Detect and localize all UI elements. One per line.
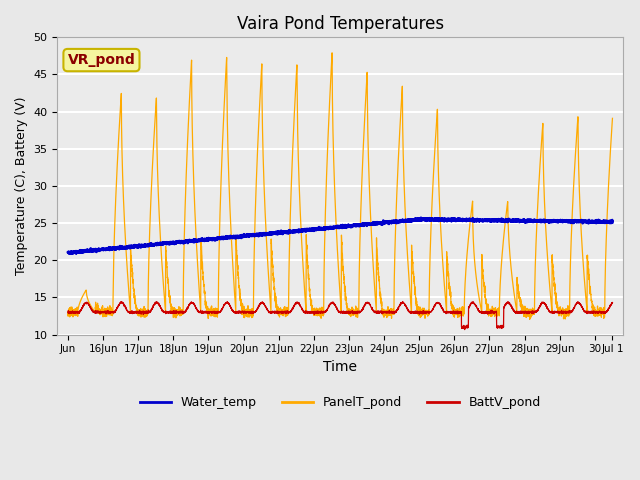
Legend: Water_temp, PanelT_pond, BattV_pond: Water_temp, PanelT_pond, BattV_pond xyxy=(134,391,546,414)
Title: Vaira Pond Temperatures: Vaira Pond Temperatures xyxy=(237,15,444,33)
Text: VR_pond: VR_pond xyxy=(68,53,135,67)
Y-axis label: Temperature (C), Battery (V): Temperature (C), Battery (V) xyxy=(15,96,28,275)
X-axis label: Time: Time xyxy=(323,360,357,374)
